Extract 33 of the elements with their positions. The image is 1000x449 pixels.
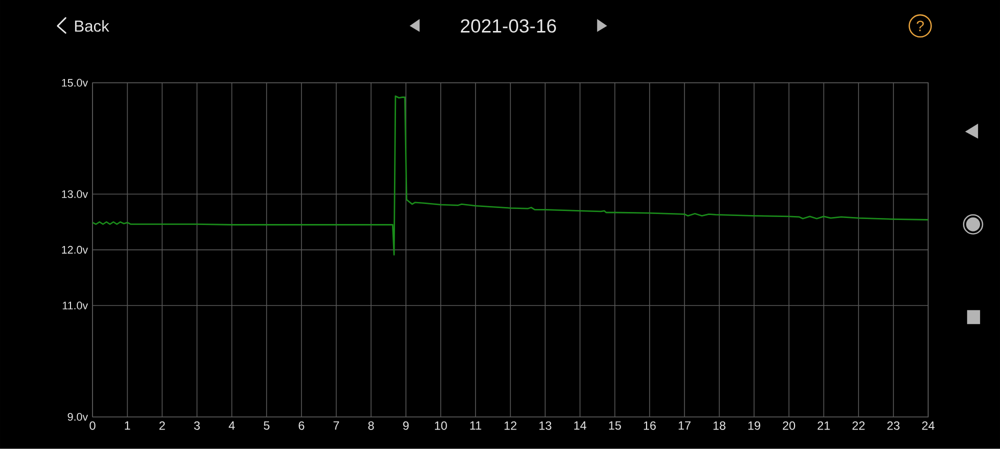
x-tick-label: 15	[609, 421, 621, 430]
x-tick-label: 0	[90, 421, 96, 430]
x-tick-label: 13	[539, 421, 552, 430]
x-tick-label: 24	[922, 421, 935, 430]
x-tick-label: 10	[434, 421, 447, 430]
y-tick-label: 15.0v	[62, 79, 88, 87]
y-tick-label: 13.0v	[62, 190, 88, 198]
y-tick-label: 12.0v	[62, 246, 88, 254]
x-tick-label: 3	[194, 421, 200, 430]
x-tick-label: 2	[159, 421, 165, 430]
chart-title: 2021-03-16	[460, 19, 556, 33]
x-tick-label: 23	[887, 421, 900, 430]
x-tick-label: 22	[852, 421, 865, 430]
x-tick-label: 21	[818, 421, 830, 430]
x-tick-label: 6	[298, 421, 304, 430]
y-tick-label: 9.0v	[68, 413, 88, 421]
x-tick-label: 18	[714, 421, 726, 430]
x-tick-label: 1	[124, 421, 130, 430]
x-tick-label: 5	[264, 421, 270, 430]
x-tick-label: 14	[574, 421, 586, 430]
x-tick-label: 9	[403, 421, 409, 430]
x-tick-label: 17	[678, 421, 691, 430]
x-tick-label: 8	[368, 421, 374, 430]
x-tick-label: 11	[470, 421, 482, 430]
x-tick-label: 16	[644, 421, 656, 430]
x-tick-label: 7	[334, 421, 339, 430]
x-tick-label: 20	[782, 421, 796, 430]
y-tick-label: 11.0v	[62, 302, 88, 310]
x-tick-label: 4	[228, 421, 235, 430]
text: Back	[75, 20, 110, 32]
x-tick-label: 12	[504, 421, 516, 430]
text: ?	[916, 20, 924, 32]
x-tick-label: 19	[748, 421, 760, 430]
